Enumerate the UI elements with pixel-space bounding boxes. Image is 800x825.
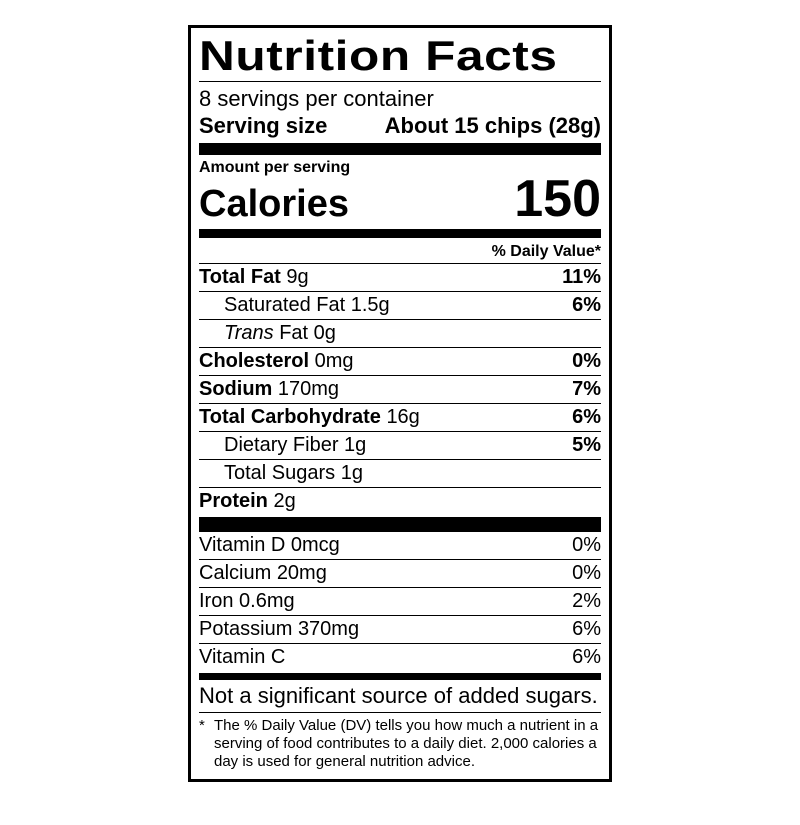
nutrient-row-total-fat: Total Fat 9g 11% xyxy=(199,263,601,291)
thick-divider-bar xyxy=(199,143,601,155)
divider-thin xyxy=(199,81,601,82)
vitamin-row-iron: Iron 0.6mg 2% xyxy=(199,588,601,616)
vitamin-row-calcium: Calcium 20mg 0% xyxy=(199,560,601,588)
footnote-marker: * xyxy=(199,717,205,734)
vitamin-dv: 0% xyxy=(572,562,601,584)
vitamin-dv: 0% xyxy=(572,534,601,556)
servings-per-container: 8 servings per container xyxy=(199,86,434,111)
nutrient-amount: 0mg xyxy=(314,350,354,372)
vitamin-name: Potassium xyxy=(199,618,293,640)
nutrient-amount: 170mg xyxy=(277,378,340,400)
nutrient-name: Total Fat xyxy=(199,266,281,288)
calories-value: 150 xyxy=(514,170,601,228)
nutrient-dv: 6% xyxy=(572,406,601,428)
vitamin-row-vitamin-d: Vitamin D 0mcg 0% xyxy=(199,532,601,560)
vitamin-name: Iron xyxy=(199,590,234,612)
nutrient-name: Protein xyxy=(199,490,268,512)
nutrient-name: Fat xyxy=(279,322,309,344)
vitamin-dv: 6% xyxy=(572,646,601,668)
thick-divider-bar xyxy=(199,517,601,532)
nutrient-name: Total Carbohydrate xyxy=(199,406,381,428)
thick-divider-bar xyxy=(199,229,601,238)
nutrient-amount: 16g xyxy=(386,406,420,428)
nutrient-amount: 1.5g xyxy=(350,294,390,316)
nutrient-name: Cholesterol xyxy=(199,350,310,372)
vitamin-amount: 0mcg xyxy=(290,534,340,556)
vitamin-amount: 0.6mg xyxy=(239,590,295,612)
footnote-text: The % Daily Value (DV) tells you how muc… xyxy=(214,717,599,770)
nutrient-row-cholesterol: Cholesterol 0mg 0% xyxy=(199,347,601,375)
vitamin-name: Vitamin D xyxy=(199,534,286,556)
nutrient-name: Dietary Fiber xyxy=(224,434,339,456)
nutrient-amount: 2g xyxy=(273,490,296,512)
serving-size-label: Serving size xyxy=(199,113,328,138)
nutrient-dv: 6% xyxy=(572,294,601,316)
vitamin-name: Calcium xyxy=(199,562,272,584)
nutrient-row-trans-fat: Trans Fat 0g xyxy=(199,319,601,347)
not-significant-note: Not a significant source of added sugars… xyxy=(199,680,601,713)
nutrition-facts-label: Nutrition Facts 8 servings per container… xyxy=(188,25,612,782)
nutrient-name: Sodium xyxy=(199,378,273,400)
daily-value-header: % Daily Value* xyxy=(491,243,601,260)
vitamin-amount: 20mg xyxy=(276,562,327,584)
calories-label: Calories xyxy=(199,183,349,225)
nutrient-row-dietary-fiber: Dietary Fiber 1g 5% xyxy=(199,431,601,459)
nutrient-section: Total Fat 9g 11% Saturated Fat 1.5g 6% T… xyxy=(199,263,601,515)
nutrient-row-protein: Protein 2g xyxy=(199,487,601,515)
nutrient-amount: 1g xyxy=(340,462,363,484)
nutrient-dv: 7% xyxy=(572,378,601,400)
nutrient-row-total-carbohydrate: Total Carbohydrate 16g 6% xyxy=(199,403,601,431)
nutrient-dv: 11% xyxy=(562,266,601,288)
nutrient-row-saturated-fat: Saturated Fat 1.5g 6% xyxy=(199,291,601,319)
nutrient-row-total-sugars: Total Sugars 1g xyxy=(199,459,601,487)
nutrient-name: Saturated Fat xyxy=(224,294,346,316)
vitamin-section: Vitamin D 0mcg 0% Calcium 20mg 0% Iron 0… xyxy=(199,532,601,671)
vitamin-amount: 370mg xyxy=(297,618,360,640)
vitamin-row-potassium: Potassium 370mg 6% xyxy=(199,616,601,644)
vitamin-dv: 2% xyxy=(572,590,601,612)
nutrient-dv: 5% xyxy=(572,434,601,456)
serving-size-row: Serving size About 15 chips (28g) xyxy=(199,112,601,139)
nutrient-name-italic-prefix: Trans xyxy=(224,322,274,344)
nutrient-amount: 9g xyxy=(286,266,309,288)
calories-row: Calories 150 xyxy=(199,170,601,228)
vitamin-row-vitamin-c: Vitamin C 6% xyxy=(199,644,601,671)
thick-divider-bar xyxy=(199,673,601,680)
daily-value-footnote: * The % Daily Value (DV) tells you how m… xyxy=(199,713,601,773)
amount-per-serving-label: Amount per serving xyxy=(199,159,351,176)
nutrient-name: Total Sugars xyxy=(224,462,336,484)
label-title: Nutrition Facts xyxy=(199,32,558,79)
serving-size-value: About 15 chips (28g) xyxy=(384,113,601,138)
nutrient-amount: 1g xyxy=(344,434,367,456)
vitamin-dv: 6% xyxy=(572,618,601,640)
nutrient-dv: 0% xyxy=(572,350,601,372)
vitamin-name: Vitamin C xyxy=(199,646,286,668)
nutrient-row-sodium: Sodium 170mg 7% xyxy=(199,375,601,403)
nutrient-amount: 0g xyxy=(313,322,336,344)
